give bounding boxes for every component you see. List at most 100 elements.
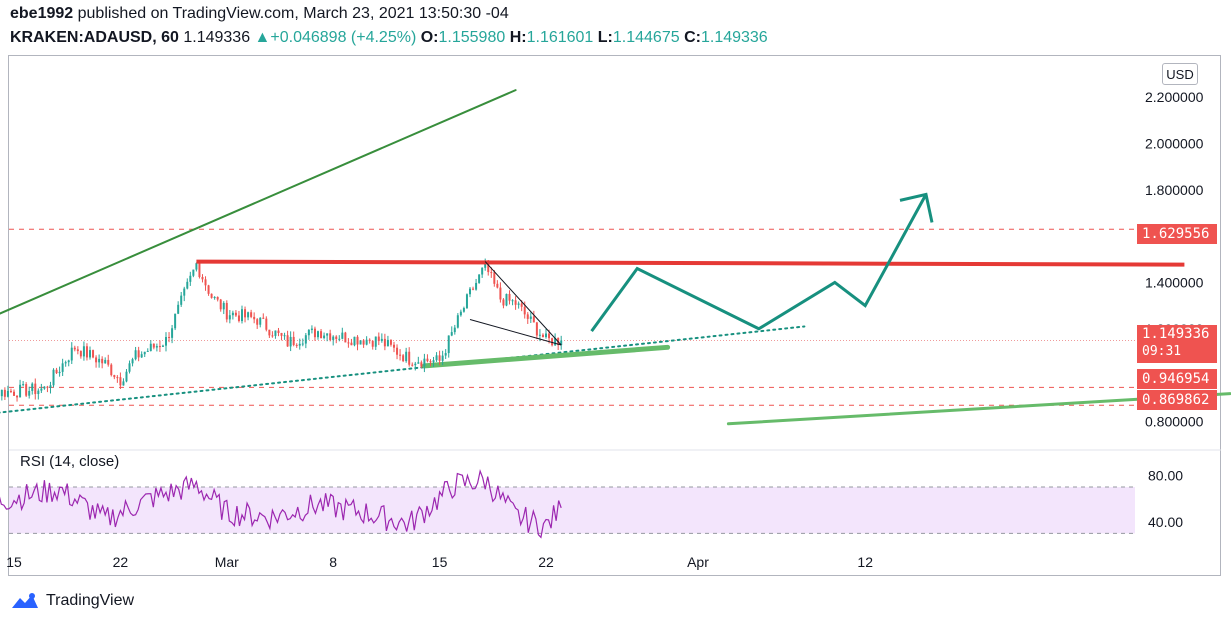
candle-body <box>359 340 362 345</box>
candle-body <box>310 328 313 330</box>
trend-line <box>0 89 517 315</box>
candle-body <box>493 272 496 284</box>
high-value: 1.161601 <box>526 29 594 46</box>
candle-body <box>420 362 423 367</box>
author-name[interactable]: ebe1992 <box>10 5 74 22</box>
candle-body <box>76 349 79 352</box>
tradingview-brand[interactable]: TradingView <box>10 592 134 610</box>
candle-body <box>277 330 280 333</box>
candle-body <box>383 338 386 347</box>
chart-frame <box>8 55 1221 576</box>
candle-body <box>323 335 326 339</box>
candle-body <box>140 354 143 358</box>
candle-body <box>146 350 149 352</box>
candle-body <box>125 371 128 382</box>
symbol-label[interactable]: KRAKEN:ADAUSD, 60 <box>10 29 179 46</box>
candle-body <box>137 350 140 358</box>
wedge-line <box>469 319 562 346</box>
candle-body <box>250 312 253 317</box>
candle-body <box>551 338 554 346</box>
candle-body <box>478 274 481 283</box>
candle-body <box>16 395 19 398</box>
candle-body <box>386 339 389 347</box>
candle-body <box>58 371 61 374</box>
candle-body <box>158 346 161 348</box>
rsi-legend[interactable]: RSI (14, close) <box>20 453 120 470</box>
candle-body <box>64 362 67 364</box>
candle-body <box>393 344 395 348</box>
candle-body <box>52 369 55 386</box>
candle-body <box>535 322 538 336</box>
candle-body <box>487 260 490 273</box>
candle-body <box>438 355 441 361</box>
candle-body <box>155 346 158 348</box>
candle-body <box>350 342 353 346</box>
candle-body <box>362 340 365 345</box>
candle-body <box>286 335 289 347</box>
candle-body <box>9 390 12 392</box>
projection-arrowhead <box>899 192 934 223</box>
candle-body <box>432 360 435 363</box>
candle-body <box>295 344 298 346</box>
price-axis-label: 1.400000 <box>1145 274 1204 290</box>
candle-body <box>231 312 234 316</box>
candle-body <box>399 354 402 356</box>
candle-body <box>469 288 471 295</box>
price-axis-label: 1.800000 <box>1145 182 1204 198</box>
candle-body <box>423 358 426 367</box>
candle-body <box>335 336 338 340</box>
candle-body <box>241 309 243 322</box>
candle-body <box>82 346 85 357</box>
candle-body <box>526 314 529 319</box>
close-label: C: <box>684 29 701 46</box>
candle-body <box>225 302 228 320</box>
candle-body <box>174 313 177 329</box>
candle-body <box>180 295 183 305</box>
candle-body <box>116 377 119 379</box>
candle-body <box>0 389 3 397</box>
candle-body <box>465 294 468 309</box>
candle-body <box>402 355 405 362</box>
candle-body <box>499 287 502 300</box>
candle-body <box>134 350 137 360</box>
candle-body <box>101 358 104 364</box>
candle-body <box>517 303 520 305</box>
candle-body <box>289 336 292 347</box>
candle-body <box>532 316 535 323</box>
candle-body <box>490 272 493 274</box>
candle-body <box>73 347 76 350</box>
open-value: 1.155980 <box>438 29 506 46</box>
candle-body <box>201 277 204 280</box>
candle-body <box>417 362 420 364</box>
candle-body <box>332 336 335 340</box>
candle-body <box>46 386 49 388</box>
candle-body <box>131 359 134 364</box>
resistance-line <box>196 259 1185 267</box>
candle-body <box>456 315 459 328</box>
candle-body <box>326 333 329 336</box>
candle-body <box>143 351 146 355</box>
candle-body <box>508 293 511 301</box>
candle-body <box>371 340 374 347</box>
time-axis-label: 8 <box>329 554 337 570</box>
wedge-line <box>484 261 562 346</box>
candle-body <box>28 390 31 396</box>
candle-body <box>70 347 73 361</box>
price-tag-level1: 0.946954 <box>1137 369 1217 389</box>
brand-name: TradingView <box>46 592 135 609</box>
candle-body <box>426 358 429 362</box>
candle-body <box>107 359 110 365</box>
candle-body <box>511 300 514 302</box>
candle-body <box>207 285 210 294</box>
candle-body <box>523 306 526 315</box>
candle-body <box>171 328 174 338</box>
candle-body <box>271 335 274 337</box>
candle-body <box>259 317 262 325</box>
candle-body <box>49 385 52 388</box>
currency-button[interactable]: USD <box>1162 63 1198 85</box>
candle-body <box>247 312 250 318</box>
last-price: 1.149336 <box>183 29 251 46</box>
time-axis-label: Apr <box>687 554 709 570</box>
candle-body <box>377 336 380 342</box>
